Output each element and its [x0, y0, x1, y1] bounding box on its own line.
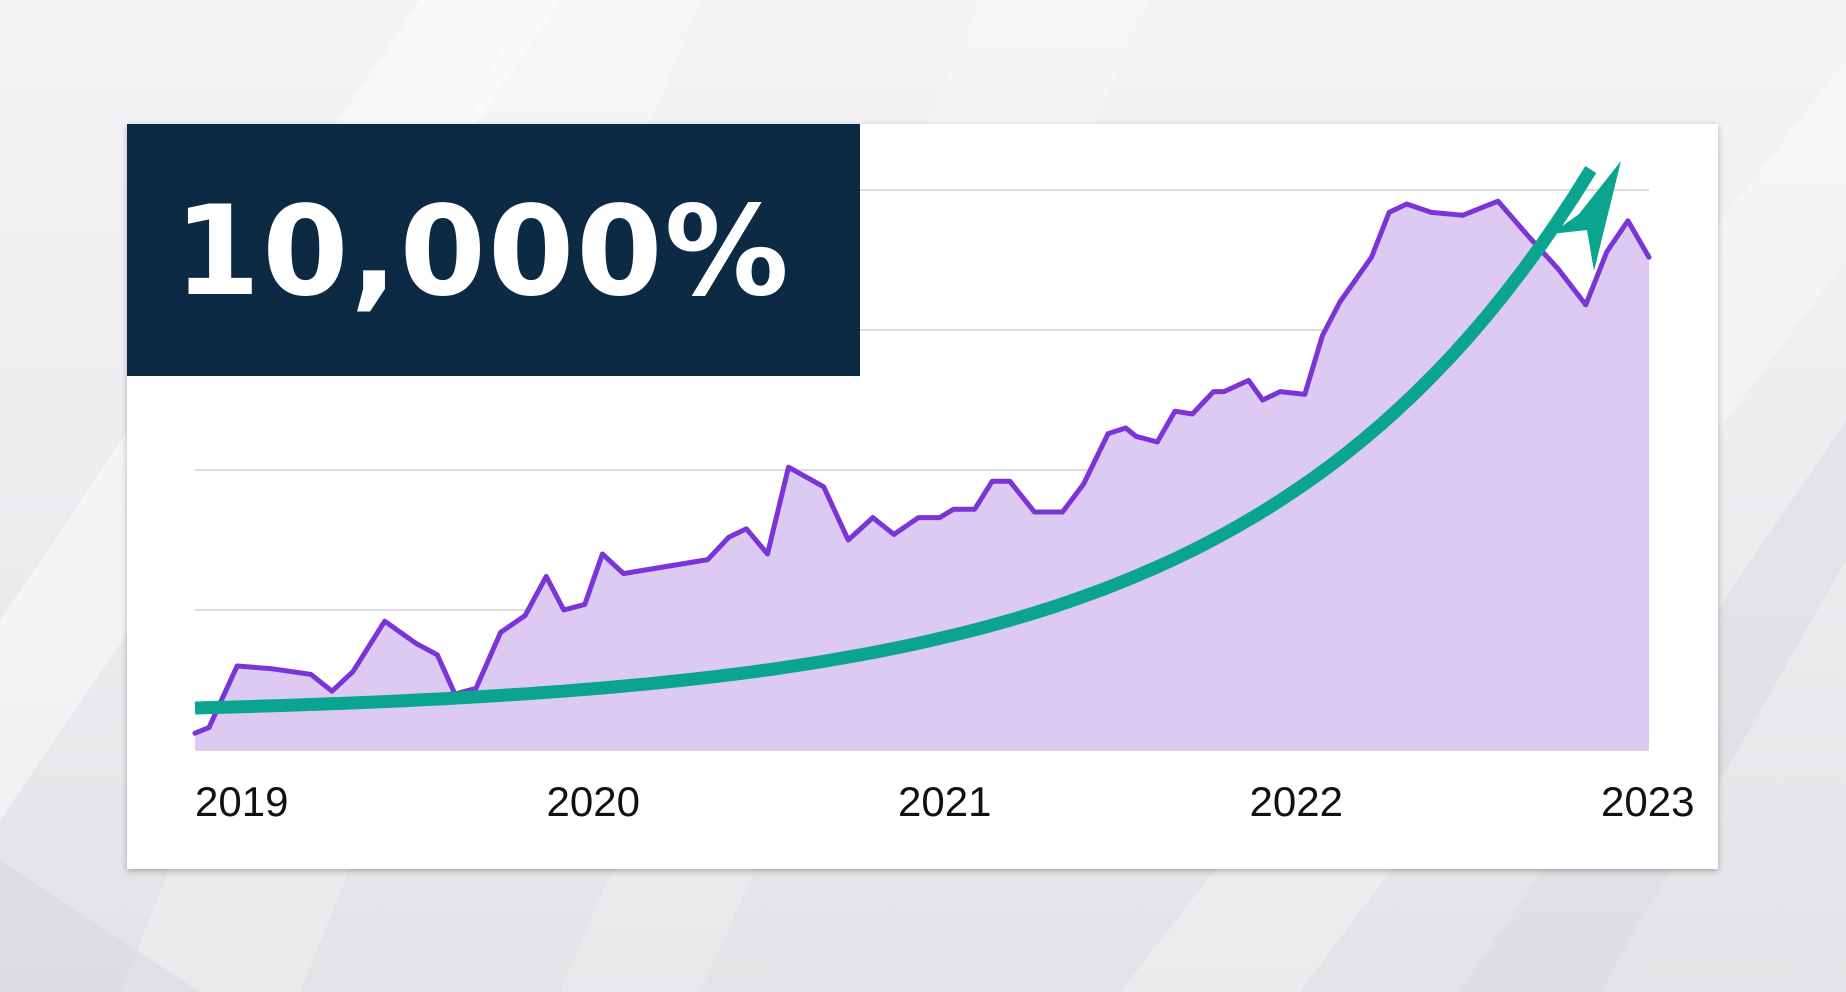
data-point-45: [1246, 378, 1251, 383]
x-tick-label-2019: 2019: [195, 778, 288, 825]
data-point-12: [498, 630, 503, 635]
data-point-20: [726, 535, 731, 540]
data-point-23: [786, 465, 791, 470]
data-point-2: [235, 664, 240, 668]
trend-arrow-head: [1551, 161, 1621, 271]
data-point-51: [1369, 255, 1374, 260]
data-point-14: [544, 574, 549, 579]
data-point-13: [523, 613, 528, 618]
x-axis-ticks: 2019 2020 2021 2022 2023: [195, 778, 1694, 825]
data-point-22: [765, 552, 770, 556]
data-point-53: [1404, 202, 1409, 206]
data-point-17: [600, 552, 605, 556]
data-point-8: [414, 641, 419, 646]
data-point-44: [1222, 389, 1227, 394]
data-point-19: [705, 557, 710, 562]
data-point-47: [1278, 389, 1283, 394]
data-point-27: [891, 532, 896, 537]
data-point-50: [1337, 300, 1342, 304]
data-point-57: [1527, 235, 1532, 240]
data-point-61: [1625, 218, 1630, 223]
data-point-29: [937, 515, 942, 520]
data-point-43: [1211, 389, 1216, 394]
data-point-31: [972, 507, 977, 512]
x-tick-label-2021: 2021: [898, 778, 991, 825]
headline-banner: 10,000%: [127, 124, 860, 376]
data-point-25: [846, 538, 851, 542]
data-point-33: [1007, 479, 1012, 484]
data-point-5: [329, 689, 334, 694]
data-point-16: [582, 602, 587, 607]
data-point-30: [951, 507, 956, 512]
data-point-52: [1387, 210, 1392, 215]
data-point-9: [435, 652, 440, 657]
data-point-37: [1106, 431, 1111, 436]
data-point-7: [382, 619, 387, 624]
data-point-24: [821, 484, 826, 489]
data-point-48: [1302, 392, 1307, 397]
data-point-1: [207, 725, 212, 730]
data-point-11: [473, 686, 478, 691]
data-point-4: [308, 672, 313, 677]
data-point-35: [1060, 510, 1065, 514]
headline-percentage: 10,000%: [174, 180, 791, 324]
data-point-56: [1495, 199, 1500, 204]
data-point-41: [1172, 409, 1177, 414]
data-point-34: [1032, 510, 1037, 514]
data-point-0: [193, 731, 197, 736]
data-point-46: [1260, 398, 1265, 402]
data-point-60: [1604, 249, 1609, 254]
data-point-38: [1123, 426, 1128, 430]
data-point-36: [1081, 482, 1086, 486]
x-tick-label-2022: 2022: [1250, 778, 1343, 825]
data-point-59: [1583, 302, 1588, 307]
data-point-26: [870, 515, 875, 520]
data-point-28: [916, 515, 921, 520]
data-point-49: [1320, 333, 1325, 338]
trend-arrow-curve: [194, 166, 1597, 715]
data-point-3: [270, 666, 275, 671]
series-points: [193, 199, 1651, 736]
chart-card: 2019 2020 2021 2022 2023 10,000%: [127, 124, 1718, 869]
data-point-54: [1429, 210, 1434, 215]
data-point-15: [561, 608, 566, 612]
line-chart: 2019 2020 2021 2022 2023: [192, 161, 1694, 825]
data-point-58: [1555, 266, 1560, 271]
data-point-40: [1155, 440, 1160, 444]
series-area-fill: [195, 201, 1649, 750]
data-point-21: [744, 526, 749, 531]
data-point-62: [1647, 255, 1651, 260]
x-tick-label-2020: 2020: [547, 778, 640, 825]
data-point-39: [1134, 434, 1139, 439]
x-tick-label-2023: 2023: [1601, 778, 1694, 825]
data-point-42: [1190, 412, 1195, 416]
data-point-6: [351, 669, 356, 674]
data-point-55: [1460, 213, 1465, 218]
data-point-32: [990, 479, 995, 484]
data-point-18: [621, 571, 626, 576]
